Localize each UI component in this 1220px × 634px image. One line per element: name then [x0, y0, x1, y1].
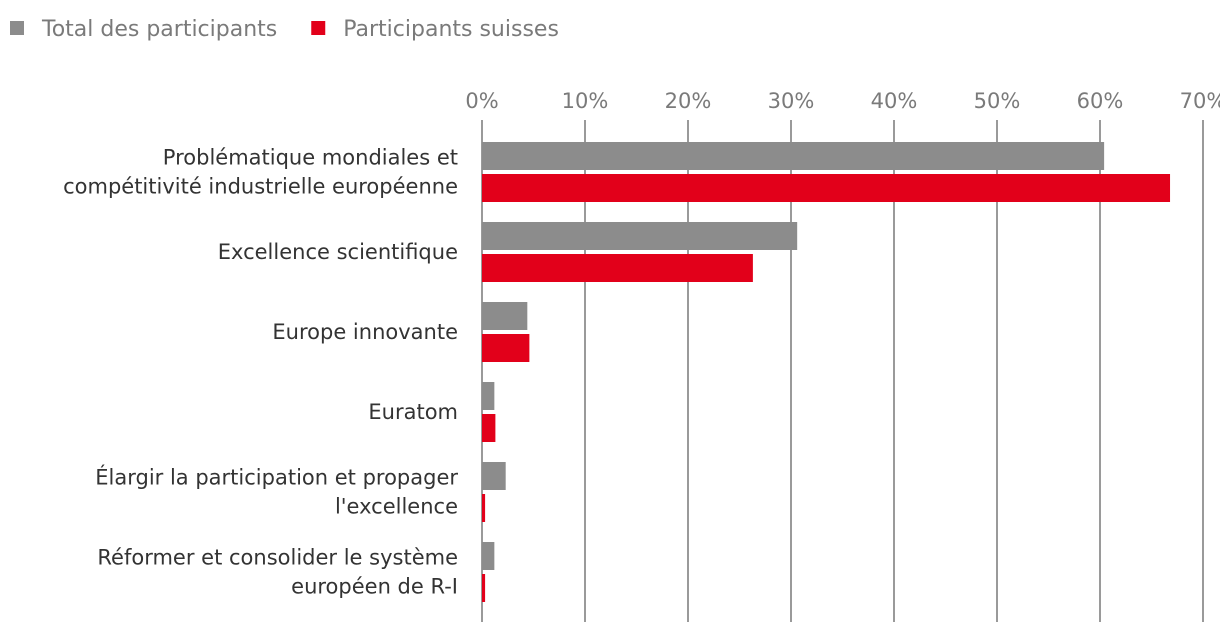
bar-swiss-4	[482, 494, 486, 522]
category-label-5-line-0: Réformer et consolider le système	[97, 546, 458, 570]
tick-label-30: 30%	[768, 89, 815, 113]
tick-label-10: 10%	[562, 89, 609, 113]
category-label-1: Excellence scientifique	[218, 240, 458, 264]
tick-label-40: 40%	[871, 89, 918, 113]
tick-label-70: 70%	[1180, 89, 1220, 113]
category-label-4-line-1: l'excellence	[335, 495, 458, 519]
legend-swatch-1	[311, 21, 326, 35]
bar-total-3	[482, 382, 495, 410]
category-label-0-line-0: Problématique mondiales et	[163, 146, 458, 170]
legend-label-1: Participants suisses	[343, 17, 559, 42]
bar-swiss-3	[482, 414, 496, 442]
bar-swiss-0	[482, 174, 1171, 202]
bar-total-0	[482, 142, 1105, 170]
legend-label-0: Total des participants	[41, 17, 277, 42]
bar-swiss-5	[482, 574, 486, 602]
tick-label-50: 50%	[974, 89, 1021, 113]
tick-label-0: 0%	[465, 89, 498, 113]
category-label-4-line-0: Élargir la participation et propager	[95, 465, 458, 490]
legend-swatch-0	[10, 21, 24, 35]
category-label-2: Europe innovante	[272, 320, 458, 344]
category-label-3: Euratom	[368, 400, 458, 424]
category-label-0-line-1: compétitivité industrielle européenne	[63, 175, 458, 199]
bar-total-2	[482, 302, 528, 330]
tick-label-20: 20%	[665, 89, 712, 113]
bar-total-1	[482, 222, 798, 250]
bar-total-4	[482, 462, 506, 490]
bar-total-5	[482, 542, 495, 570]
category-label-5-line-1: européen de R-I	[291, 575, 458, 599]
tick-label-60: 60%	[1077, 89, 1124, 113]
bar-swiss-1	[482, 254, 753, 282]
bar-swiss-2	[482, 334, 530, 362]
